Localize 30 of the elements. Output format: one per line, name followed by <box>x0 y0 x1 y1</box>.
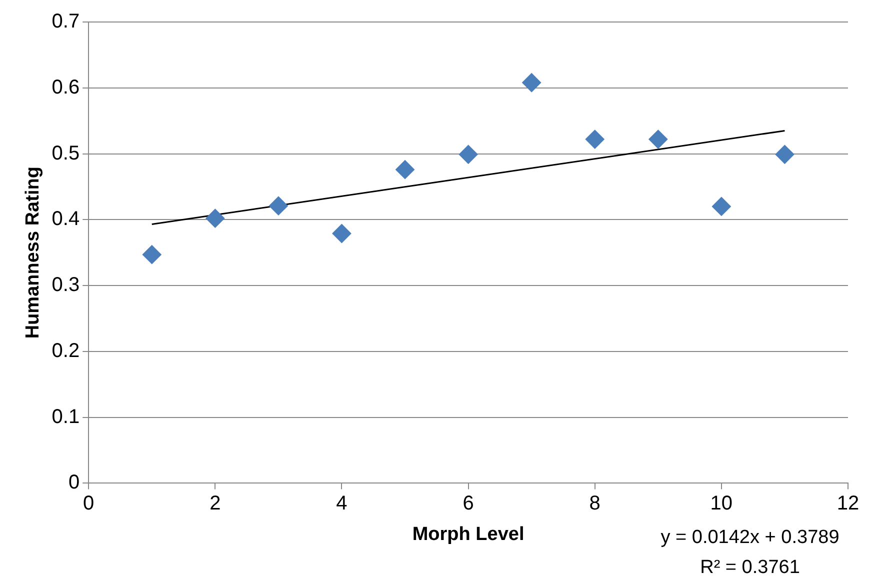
x-axis-title: Morph Level <box>412 524 524 545</box>
y-tick-label: 0.3 <box>52 274 80 296</box>
text: R² = 0.3761 <box>700 557 800 578</box>
point <box>458 144 478 164</box>
point <box>648 130 668 149</box>
point <box>396 160 415 180</box>
text: y = 0.0142x + 0.3789 <box>660 527 840 548</box>
x-tick-label: 0 <box>83 492 94 515</box>
point <box>585 130 604 149</box>
y-axis-title: Humanness Rating <box>22 166 44 339</box>
point <box>332 224 352 243</box>
x-tick-label: 6 <box>462 492 474 515</box>
point <box>522 73 542 92</box>
y-tick-label: 0.1 <box>52 406 80 428</box>
y-tick-label: 0.6 <box>52 76 80 98</box>
y-tick-label: 0.2 <box>52 340 80 362</box>
y-tick-label: 0 <box>68 472 80 494</box>
point <box>712 196 731 216</box>
point <box>142 245 162 264</box>
x-tick-label: 8 <box>589 492 600 515</box>
y-tick-label: 0.5 <box>52 142 80 164</box>
y-tick-label: 0.4 <box>52 208 80 230</box>
x-tick-label: 12 <box>836 492 860 515</box>
y-tick-label: 0.7 <box>52 10 80 33</box>
point <box>206 208 225 228</box>
x-tick-label: 10 <box>710 492 733 515</box>
point <box>268 196 288 216</box>
point <box>775 144 794 164</box>
x-tick-label: 4 <box>336 492 348 515</box>
x-tick-label: 2 <box>210 492 221 515</box>
